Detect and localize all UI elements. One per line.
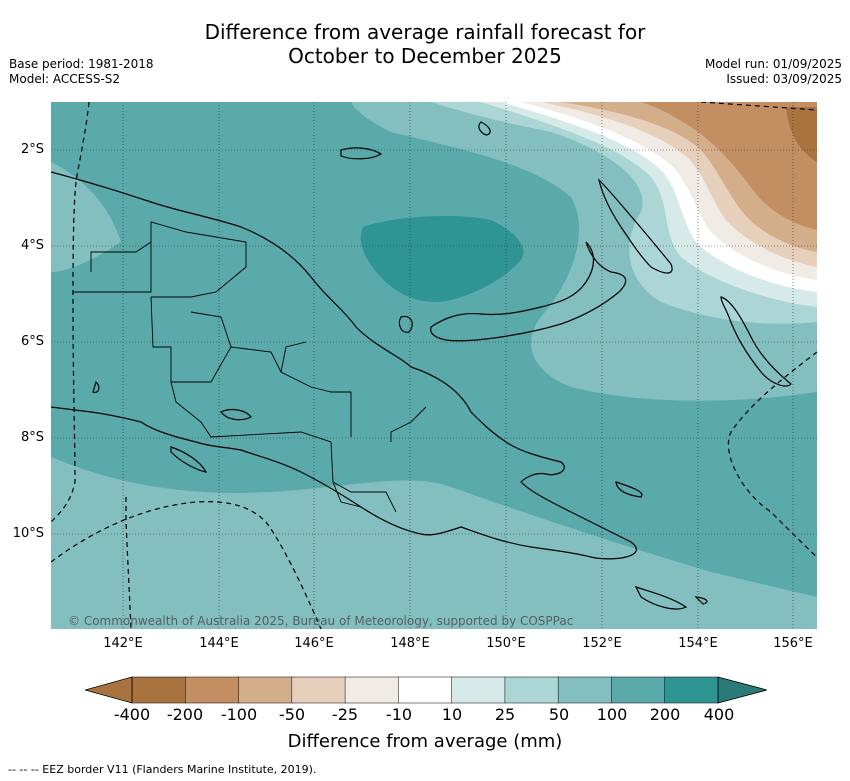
colorbar-label: 50	[548, 705, 570, 724]
colorbar-segment	[131, 676, 187, 704]
lon-tick-142e: 142°E	[103, 636, 143, 651]
colorbar-label: 200	[649, 705, 681, 724]
lon-tick-152e: 152°E	[582, 636, 622, 651]
lon-tick-146e: 146°E	[294, 636, 334, 651]
region-100-200	[360, 216, 524, 302]
colorbar-label: -50	[278, 705, 306, 724]
colorbar-label: -400	[113, 705, 151, 724]
colorbar-label: -10	[385, 705, 413, 724]
lon-tick-150e: 150°E	[486, 636, 526, 651]
metadata-left: Base period: 1981-2018 Model: ACCESS-S2	[9, 57, 154, 87]
rainfall-anomaly-map	[51, 102, 817, 629]
province-borders	[73, 221, 427, 513]
colorbar-label: 100	[596, 705, 628, 724]
colorbar-segment	[185, 676, 240, 704]
colorbar-label: -25	[331, 705, 359, 724]
lon-tick-156e: 156°E	[773, 636, 813, 651]
colorbar-label: 25	[494, 705, 516, 724]
colorbar-segment	[557, 676, 613, 704]
colorbar-label: 400	[703, 705, 735, 724]
coastlines	[51, 121, 792, 610]
colorbar-high-extend	[717, 676, 767, 704]
colorbar	[85, 676, 767, 704]
lat-tick-10s: 10°S	[12, 526, 44, 541]
region-neg200-400	[786, 107, 817, 162]
colorbar-label: -100	[220, 705, 258, 724]
copyright-text: © Commonwealth of Australia 2025, Bureau…	[68, 614, 574, 628]
lat-tick-6s: 6°S	[20, 334, 44, 349]
lat-tick-8s: 8°S	[20, 430, 44, 445]
region-25-50-south	[51, 457, 817, 629]
colorbar-segment	[504, 676, 559, 704]
colorbar-segment	[291, 676, 346, 704]
eez-legend-footnote: -- -- -- EEZ border V11 (Flanders Marine…	[8, 763, 317, 776]
colorbar-low-extend	[85, 676, 133, 704]
model-text: Model: ACCESS-S2	[9, 72, 121, 86]
lon-tick-148e: 148°E	[390, 636, 430, 651]
lat-tick-2s: 2°S	[20, 142, 44, 157]
map-canvas	[51, 102, 817, 629]
lon-tick-144e: 144°E	[199, 636, 239, 651]
colorbar-segment	[344, 676, 400, 704]
colorbar-title: Difference from average (mm)	[287, 731, 563, 752]
eez-border	[51, 102, 817, 629]
lon-tick-154e: 154°E	[678, 636, 718, 651]
colorbar-segment	[611, 676, 666, 704]
metadata-right: Model run: 01/09/2025 Issued: 03/09/2025	[705, 57, 842, 87]
base-period-text: Base period: 1981-2018	[9, 57, 154, 71]
region-25-50-west	[51, 162, 121, 272]
issued-text: Issued: 03/09/2025	[726, 72, 842, 86]
model-run-text: Model run: 01/09/2025	[704, 57, 842, 71]
colorbar-segment	[664, 676, 719, 704]
colorbar-label: 10	[441, 705, 463, 724]
region-neg100-200	[641, 102, 817, 230]
colorbar-segment	[451, 676, 506, 704]
map-title: Difference from average rainfall forecas…	[0, 20, 850, 68]
map-title-line1: Difference from average rainfall forecas…	[204, 20, 646, 44]
lat-tick-4s: 4°S	[20, 238, 44, 253]
map-title-line2: October to December 2025	[288, 44, 562, 68]
colorbar-segment	[238, 676, 293, 704]
colorbar-label: -200	[166, 705, 204, 724]
colorbar-segment	[398, 676, 453, 704]
